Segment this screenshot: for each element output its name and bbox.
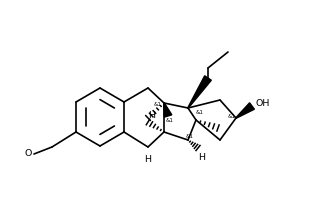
Polygon shape	[164, 103, 172, 117]
Polygon shape	[236, 103, 254, 118]
Text: O: O	[25, 149, 32, 159]
Text: &1: &1	[154, 101, 162, 106]
Text: H: H	[144, 156, 152, 164]
Text: H: H	[199, 154, 205, 162]
Text: &1: &1	[186, 134, 194, 139]
Text: OH: OH	[255, 99, 269, 107]
Text: &1: &1	[166, 118, 174, 122]
Polygon shape	[188, 76, 211, 108]
Text: &1: &1	[228, 114, 236, 119]
Text: &1: &1	[196, 109, 204, 115]
Text: H: H	[149, 110, 156, 120]
